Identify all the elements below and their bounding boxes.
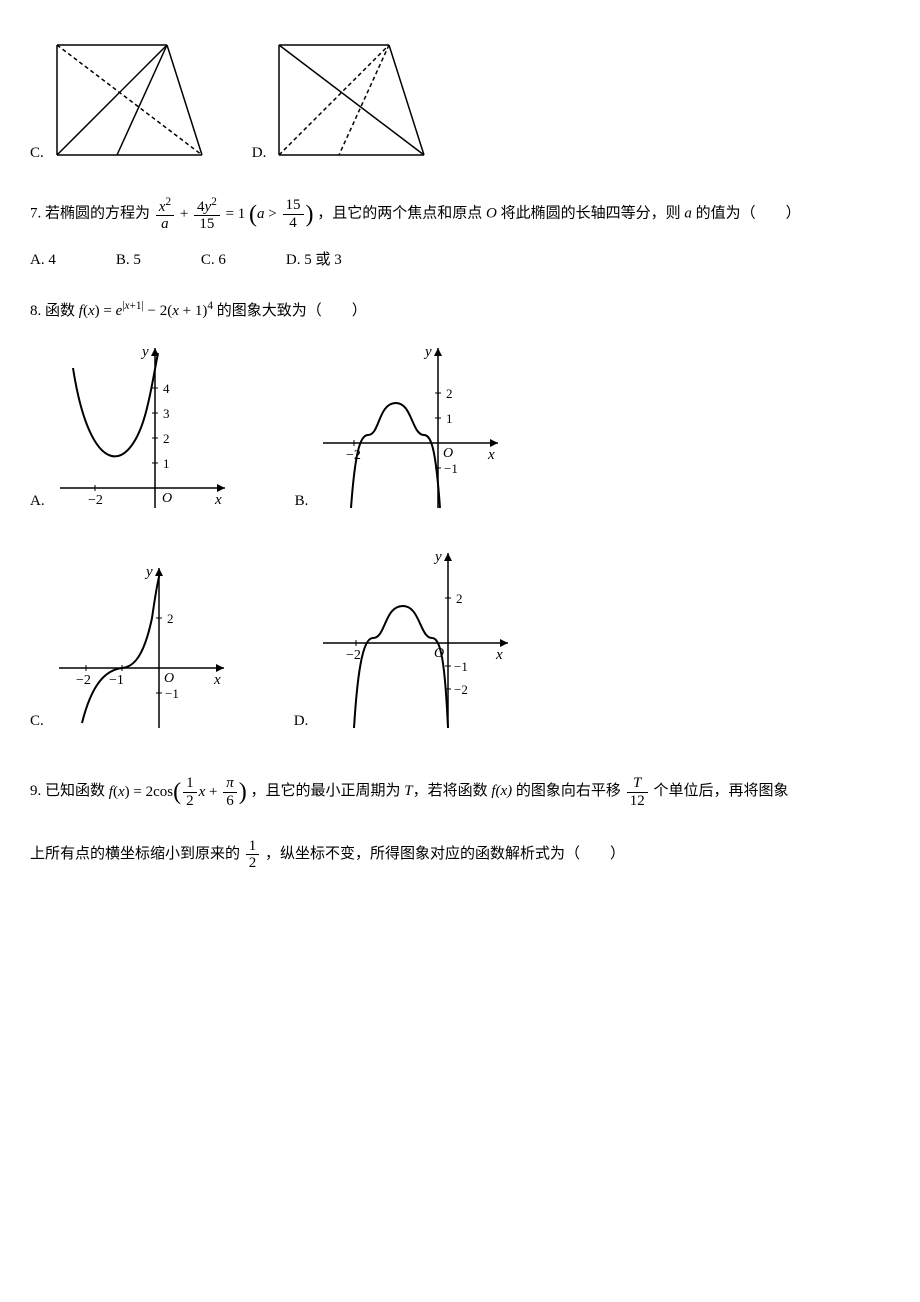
q8-label-c: C. — [30, 709, 44, 733]
q9-half: 12 — [244, 846, 262, 862]
svg-text:4: 4 — [163, 381, 170, 396]
svg-text:−2: −2 — [454, 682, 468, 697]
question-8: 8. 函数 f(x) = e|x+1| − 2(x + 1)4 的图象大致为（ … — [30, 297, 890, 738]
q6-diagram-d — [274, 40, 434, 165]
q7-opt-d: D. 5 或 3 — [286, 248, 342, 272]
q6-option-c-label: C. — [30, 141, 44, 165]
svg-text:−2: −2 — [88, 493, 103, 508]
q7-opt-c: C. 6 — [201, 248, 226, 272]
svg-text:−1: −1 — [109, 673, 124, 688]
svg-text:x: x — [487, 447, 495, 463]
q8-item-a: A. x y O −2 1 2 3 4 — [30, 338, 235, 518]
q8-item-b: B. x y O −2 1 2 −1 — [295, 338, 509, 518]
q6-option-d-label: D. — [252, 141, 267, 165]
svg-text:x: x — [213, 672, 221, 688]
q7-text: 7. 若椭圆的方程为 x2a + 4y215 = 1 (a > 154) ，且它… — [30, 195, 890, 233]
q7-options: A. 4 B. 5 C. 6 D. 5 或 3 — [30, 248, 890, 272]
q9-l2-prefix: 上所有点的横坐标缩小到原来的 — [30, 846, 244, 862]
q9-line2: 上所有点的横坐标缩小到原来的 12 ，纵坐标不变，所得图象对应的函数解析式为（ … — [30, 836, 890, 872]
q8-suffix: 的图象大致为（ ） — [217, 303, 367, 319]
q7-opt-a: A. 4 — [30, 248, 56, 272]
q7-formula: x2a + 4y215 = 1 (a > 154) — [154, 206, 318, 222]
q6-options-row: C. D. — [30, 40, 890, 165]
q8-formula: f(x) = e|x+1| − 2(x + 1)4 — [79, 303, 213, 319]
q9-line1: 9. 已知函数 f(x) = 2cos(12x + π6) ，且它的最小正周期为… — [30, 763, 890, 821]
q6-diagram-c — [52, 40, 212, 165]
q8-label-d: D. — [294, 709, 309, 733]
svg-text:x: x — [214, 492, 222, 508]
q9-number: 9. — [30, 784, 41, 800]
q8-item-d: D. x y O −2 2 −1 −2 — [294, 543, 519, 738]
q8-item-c: C. x y O −2 −1 2 −1 — [30, 558, 234, 738]
q9-shift: T12 — [625, 784, 650, 800]
q8-text: 8. 函数 f(x) = e|x+1| − 2(x + 1)4 的图象大致为（ … — [30, 297, 890, 323]
svg-text:2: 2 — [456, 591, 463, 606]
q8-graph-c: x y O −2 −1 2 −1 — [54, 558, 234, 738]
q8-graph-b: x y O −2 1 2 −1 — [318, 338, 508, 518]
svg-text:−2: −2 — [76, 673, 91, 688]
q6-option-d: D. — [252, 40, 435, 165]
svg-text:1: 1 — [446, 411, 453, 426]
q9-mid1: ，且它的最小正周期为 — [250, 784, 404, 800]
q9-mid3: 的图象向右平移 — [512, 784, 625, 800]
svg-text:1: 1 — [163, 456, 170, 471]
svg-text:O: O — [162, 491, 172, 506]
q7-opt-b: B. 5 — [116, 248, 141, 272]
q8-label-a: A. — [30, 489, 45, 513]
q9-l2-suffix: ，纵坐标不变，所得图象对应的函数解析式为（ ） — [265, 846, 625, 862]
q7-number: 7. — [30, 206, 41, 222]
q9-mid4: 个单位后，再将图象 — [650, 784, 789, 800]
q9-formula: f(x) = 2cos(12x + π6) — [109, 784, 247, 800]
q9-period: T — [404, 784, 412, 800]
q7-origin: O — [486, 206, 497, 222]
q8-prefix: 函数 — [45, 303, 79, 319]
q7-mid2: 将此椭圆的长轴四等分，则 — [497, 206, 685, 222]
svg-text:O: O — [164, 671, 174, 686]
svg-text:y: y — [144, 564, 153, 580]
q9-mid2: ，若将函数 — [413, 784, 492, 800]
svg-text:2: 2 — [163, 431, 170, 446]
svg-text:2: 2 — [446, 386, 453, 401]
svg-text:y: y — [433, 549, 442, 565]
q7-param: a — [684, 206, 692, 222]
svg-text:O: O — [443, 446, 453, 461]
svg-text:y: y — [423, 344, 432, 360]
svg-text:−1: −1 — [165, 686, 179, 701]
svg-text:−2: −2 — [346, 648, 361, 663]
question-7: 7. 若椭圆的方程为 x2a + 4y215 = 1 (a > 154) ，且它… — [30, 195, 890, 272]
q6-option-c: C. — [30, 40, 212, 165]
q8-label-b: B. — [295, 489, 309, 513]
q8-row-cd: C. x y O −2 −1 2 −1 D. — [30, 543, 890, 738]
question-9: 9. 已知函数 f(x) = 2cos(12x + π6) ，且它的最小正周期为… — [30, 763, 890, 872]
q8-graph-d: x y O −2 2 −1 −2 — [318, 543, 518, 738]
svg-text:x: x — [495, 647, 503, 663]
svg-text:2: 2 — [167, 611, 174, 626]
svg-text:−1: −1 — [444, 461, 458, 476]
q9-func: f(x) — [491, 784, 512, 800]
q7-suffix: 的值为（ ） — [692, 206, 801, 222]
svg-text:3: 3 — [163, 406, 170, 421]
q8-row-ab: A. x y O −2 1 2 3 4 B. — [30, 338, 890, 518]
q7-mid: ，且它的两个焦点和原点 — [317, 206, 486, 222]
q8-graph-a: x y O −2 1 2 3 4 — [55, 338, 235, 518]
q8-number: 8. — [30, 303, 41, 319]
q9-prefix: 已知函数 — [45, 784, 109, 800]
svg-text:y: y — [140, 344, 149, 360]
svg-text:−1: −1 — [454, 659, 468, 674]
q7-prefix: 若椭圆的方程为 — [45, 206, 150, 222]
